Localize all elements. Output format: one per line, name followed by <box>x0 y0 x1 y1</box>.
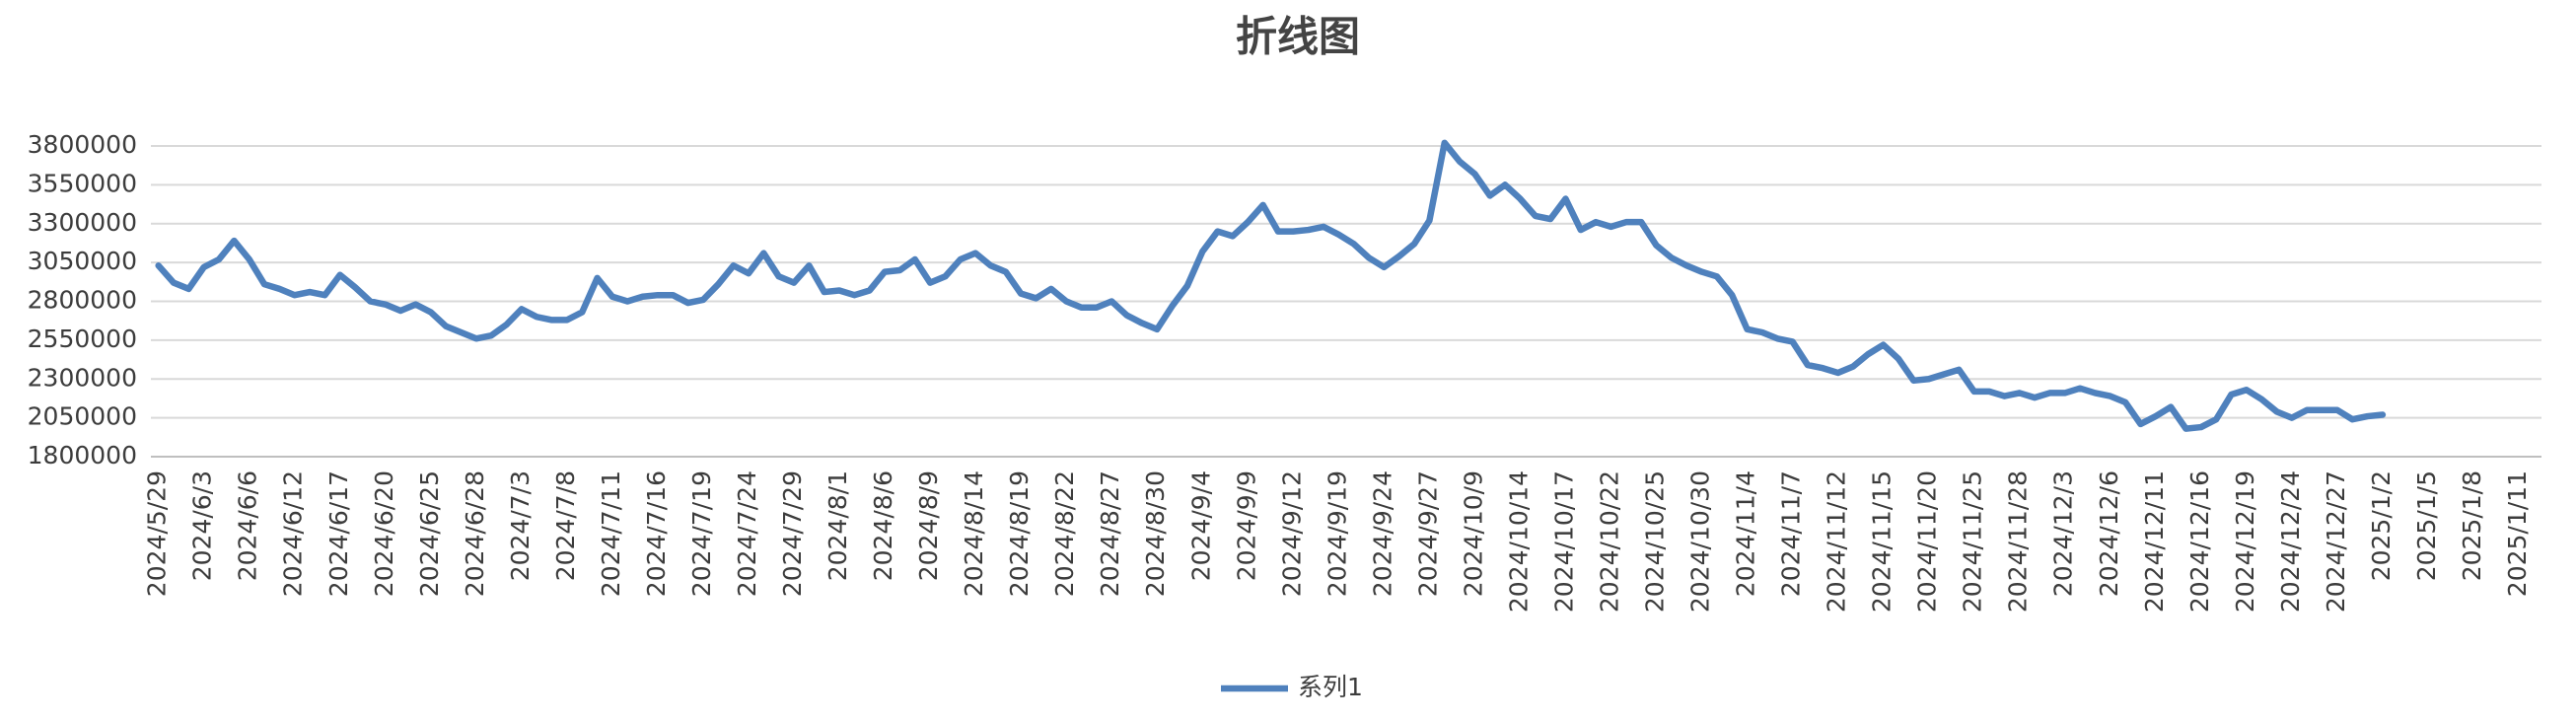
x-tick-label: 2024/10/14 <box>1504 470 1533 613</box>
chart-title: 折线图 <box>1236 13 1360 61</box>
x-tick-label: 2025/1/11 <box>2503 470 2532 597</box>
x-tick-label: 2024/7/3 <box>506 470 535 581</box>
x-tick-label: 2024/11/25 <box>1959 470 1987 613</box>
x-tick-label: 2024/10/30 <box>1686 470 1715 613</box>
x-tick-label: 2024/7/16 <box>642 470 671 597</box>
y-tick-label: 3300000 <box>28 208 137 237</box>
x-tick-label: 2024/12/16 <box>2185 470 2214 613</box>
x-tick-label: 2025/1/2 <box>2367 470 2396 581</box>
y-tick-label: 1800000 <box>28 441 137 469</box>
y-tick-label: 3800000 <box>28 130 137 159</box>
x-tick-label: 2024/8/30 <box>1141 470 1170 597</box>
x-tick-label: 2024/6/25 <box>415 470 444 597</box>
x-tick-label: 2024/5/29 <box>143 470 172 597</box>
x-tick-label: 2024/9/24 <box>1368 470 1396 597</box>
x-tick-label: 2024/12/27 <box>2322 470 2350 613</box>
x-tick-label: 2025/1/8 <box>2458 470 2486 581</box>
legend-label: 系列1 <box>1298 673 1363 701</box>
x-tick-label: 2024/11/20 <box>1913 470 1942 613</box>
y-tick-label: 3050000 <box>28 247 137 275</box>
x-tick-label: 2024/11/28 <box>2004 470 2033 613</box>
x-tick-label: 2024/8/19 <box>1005 470 1034 597</box>
line-series <box>155 139 2387 432</box>
x-tick-label: 2024/7/29 <box>778 470 807 597</box>
x-tick-label: 2024/6/12 <box>279 470 308 597</box>
x-tick-label: 2024/11/4 <box>1732 470 1760 597</box>
y-tick-label: 3550000 <box>28 169 137 197</box>
x-tick-label: 2024/11/12 <box>1823 470 1851 613</box>
x-tick-label: 2024/11/15 <box>1868 470 1896 613</box>
x-tick-label: 2024/8/9 <box>914 470 943 581</box>
y-tick-label: 2300000 <box>28 363 137 392</box>
x-tick-label: 2024/8/22 <box>1050 470 1079 597</box>
y-tick-label: 2800000 <box>28 286 137 315</box>
x-tick-label: 2024/10/22 <box>1595 470 1623 613</box>
x-tick-label: 2024/9/9 <box>1232 470 1260 581</box>
x-tick-label: 2024/9/27 <box>1413 470 1442 597</box>
x-tick-label: 2024/7/11 <box>597 470 625 597</box>
x-tick-label: 2024/10/25 <box>1641 470 1670 613</box>
x-tick-label: 2024/7/24 <box>733 470 761 597</box>
x-tick-label: 2024/8/6 <box>869 470 897 581</box>
x-tick-label: 2024/8/27 <box>1096 470 1124 597</box>
x-tick-label: 2024/12/11 <box>2140 470 2169 613</box>
x-tick-label: 2024/6/28 <box>461 470 489 597</box>
x-tick-label: 2024/12/3 <box>2049 470 2078 597</box>
x-tick-label: 2025/1/5 <box>2412 470 2441 581</box>
x-tick-label: 2024/6/3 <box>188 470 217 581</box>
x-tick-label: 2024/6/20 <box>370 470 398 597</box>
x-tick-label: 2024/12/19 <box>2231 470 2259 613</box>
x-tick-label: 2024/12/24 <box>2276 470 2305 613</box>
x-tick-label: 2024/8/14 <box>960 470 988 597</box>
x-tick-label: 2024/6/17 <box>324 470 353 597</box>
x-tick-label: 2024/6/6 <box>234 470 262 581</box>
x-tick-label: 2024/10/9 <box>1459 470 1487 597</box>
x-tick-label: 2024/8/1 <box>823 470 852 581</box>
y-tick-label: 2050000 <box>28 402 137 431</box>
x-tick-label: 2024/11/7 <box>1777 470 1806 597</box>
x-tick-label: 2024/12/6 <box>2095 470 2123 597</box>
x-tick-label: 2024/9/4 <box>1186 470 1215 581</box>
x-tick-label: 2024/7/8 <box>551 470 580 581</box>
x-tick-label: 2024/9/19 <box>1323 470 1351 597</box>
x-tick-label: 2024/7/19 <box>687 470 716 597</box>
x-tick-label: 2024/10/17 <box>1549 470 1578 613</box>
y-tick-label: 2550000 <box>28 325 137 353</box>
x-tick-label: 2024/9/12 <box>1277 470 1306 597</box>
